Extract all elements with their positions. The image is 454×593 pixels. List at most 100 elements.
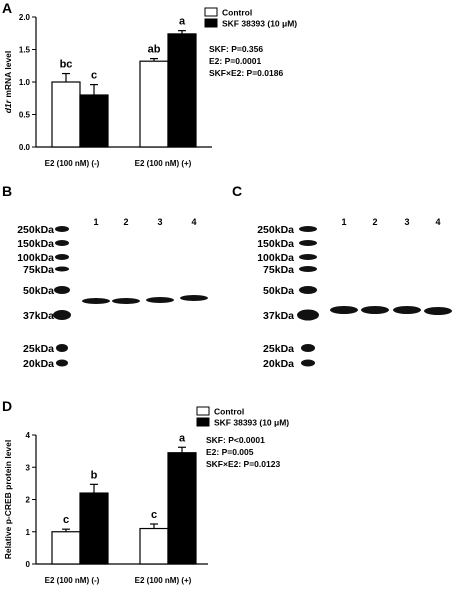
- marker-label: 75kDa: [263, 264, 294, 276]
- skf-bar: [79, 94, 109, 148]
- x-category-label: E2 (100 nM) (+): [135, 159, 192, 168]
- protein-band: [112, 298, 140, 304]
- marker-label: 20kDa: [263, 358, 294, 370]
- marker-label: 250kDa: [257, 224, 294, 236]
- x-category-label: E2 (100 nM) (-): [45, 576, 100, 585]
- protein-band: [180, 295, 208, 301]
- y-tick-label: 4: [26, 431, 31, 440]
- stat-line: SKF: P<0.0001: [206, 435, 265, 445]
- marker-label: 150kDa: [17, 238, 54, 250]
- ladder-band: [299, 254, 317, 260]
- marker-label: 25kDa: [263, 343, 294, 355]
- protein-band: [330, 306, 358, 314]
- y-tick-label: 1.0: [19, 78, 31, 87]
- y-tick-label: 0.0: [19, 143, 31, 152]
- stat-line: SKF: P=0.356: [209, 44, 263, 54]
- ladder-band: [56, 359, 68, 367]
- skf-bar: [167, 452, 197, 565]
- legend-swatch: [196, 406, 210, 416]
- y-axis-title: Relative p-CREB protein level: [3, 440, 13, 560]
- marker-label: 100kDa: [257, 252, 294, 264]
- lane-number: 2: [372, 217, 377, 227]
- ladder-band: [299, 226, 317, 232]
- y-tick-label: 1: [26, 528, 31, 537]
- significance-letter: c: [91, 70, 97, 82]
- significance-letter: b: [91, 469, 98, 481]
- lane-number: 3: [404, 217, 409, 227]
- legend-label: SKF 38393 (10 μM): [214, 418, 289, 428]
- legend-swatch: [204, 18, 218, 28]
- significance-letter: bc: [60, 59, 73, 71]
- panel-b-letter: B: [2, 183, 13, 199]
- legend-label: SKF 38393 (10 μM): [222, 19, 297, 29]
- y-tick-label: 3: [26, 463, 31, 472]
- significance-letter: ab: [148, 44, 161, 56]
- protein-band: [393, 306, 421, 314]
- protein-band: [82, 298, 110, 304]
- marker-label: 150kDa: [257, 238, 294, 250]
- lane-number: 1: [93, 217, 98, 227]
- ladder-band: [55, 226, 69, 232]
- y-tick-label: 1.5: [19, 46, 31, 55]
- panel-a-letter: A: [2, 0, 13, 16]
- ladder-band: [54, 286, 70, 294]
- marker-label: 50kDa: [23, 285, 54, 297]
- marker-label: 50kDa: [263, 285, 294, 297]
- control-bar: [51, 531, 81, 565]
- ladder-band: [55, 240, 69, 246]
- marker-label: 20kDa: [23, 358, 54, 370]
- panel-a-bar-chart: 0.0 0.5 1.0 1.5 2.0 d1r mRNA level bc c E2 (100 …: [3, 7, 297, 168]
- ladder-band: [56, 344, 68, 352]
- marker-label: 75kDa: [23, 264, 54, 276]
- lane-number: 1: [341, 217, 346, 227]
- marker-label: 37kDa: [263, 310, 294, 322]
- significance-letter: a: [179, 16, 186, 28]
- control-bar: [139, 527, 169, 565]
- panel-d-letter: D: [2, 398, 13, 414]
- skf-bar: [167, 33, 197, 148]
- legend-label: Control: [222, 8, 252, 18]
- y-tick-label: 2: [26, 496, 31, 505]
- stat-line: SKF×E2: P=0.0123: [206, 459, 280, 469]
- stat-line: SKF×E2: P=0.0186: [209, 68, 283, 78]
- protein-band: [361, 306, 389, 314]
- ladder-band: [53, 310, 71, 320]
- significance-letter: a: [179, 432, 186, 444]
- ladder-band: [55, 254, 69, 260]
- y-axis-title-gene: d1r: [3, 99, 13, 113]
- skf-bar: [79, 492, 109, 565]
- stat-line: E2: P=0.005: [206, 447, 254, 457]
- legend-label: Control: [214, 407, 244, 417]
- significance-letter: c: [151, 509, 157, 521]
- ladder-band: [301, 344, 315, 352]
- ladder-band: [299, 266, 317, 272]
- lane-number: 4: [435, 217, 440, 227]
- ladder-band: [55, 266, 69, 272]
- protein-band: [424, 307, 452, 315]
- x-category-label: E2 (100 nM) (+): [135, 576, 192, 585]
- panel-c-letter: C: [232, 183, 243, 199]
- y-axis-title: d1r mRNA level: [3, 51, 13, 114]
- stat-line: E2: P=0.0001: [209, 56, 261, 66]
- ladder-band: [299, 240, 317, 246]
- marker-label: 100kDa: [17, 252, 54, 264]
- protein-band: [146, 297, 174, 303]
- significance-letter: c: [63, 514, 69, 526]
- panel-d-bar-chart: 0 1 2 3 4 Relative p-CREB protein level c b E2 (…: [3, 406, 289, 585]
- ladder-band: [299, 286, 317, 294]
- y-axis-title-rest: mRNA level: [3, 51, 13, 100]
- lane-number: 4: [191, 217, 196, 227]
- y-tick-label: 0: [26, 560, 31, 569]
- y-tick-label: 2.0: [19, 13, 31, 22]
- marker-label: 37kDa: [23, 310, 54, 322]
- x-category-label: E2 (100 nM) (-): [45, 159, 100, 168]
- legend-swatch: [204, 7, 218, 17]
- ladder-band: [301, 359, 315, 367]
- ladder-band: [297, 309, 319, 321]
- control-bar: [51, 81, 81, 148]
- y-tick-label: 0.5: [19, 111, 31, 120]
- legend-swatch: [196, 417, 210, 427]
- lane-number: 2: [123, 217, 128, 227]
